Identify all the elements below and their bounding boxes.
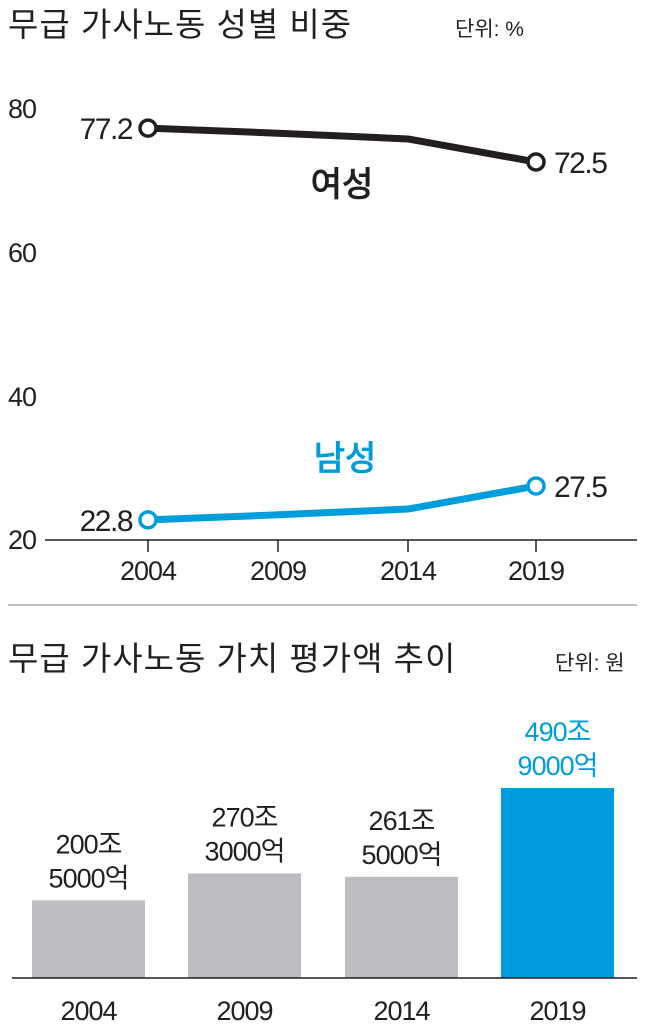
bar-x-ticks: 2004 2009 2014 2019 <box>60 996 586 1024</box>
bar-value-label: 9000억 <box>518 751 598 781</box>
bar <box>501 788 614 978</box>
line-x-ticks: 2004 2009 2014 2019 <box>120 540 565 586</box>
bar-x-tick-label: 2014 <box>373 996 430 1024</box>
bar-value-label: 3000억 <box>205 836 285 866</box>
series-line <box>144 124 540 166</box>
bar-value-label: 200조 <box>56 829 122 859</box>
bar-x-tick-label: 2009 <box>216 996 272 1024</box>
bar-value-label: 5000억 <box>362 840 442 870</box>
bar <box>188 873 301 978</box>
bar <box>32 900 145 978</box>
bar-value-label: 261조 <box>369 806 435 836</box>
line-y-ticks: 80 60 40 20 <box>8 94 37 555</box>
bar-value-label: 5000억 <box>49 863 129 893</box>
y-tick-label: 20 <box>8 525 36 555</box>
bar-chart: 무급 가사노동 가치 평가액 추이 단위: 원 200조 5000억 270조 300… <box>8 640 637 1024</box>
line-chart-title: 무급 가사노동 성별 비중 <box>8 6 352 43</box>
bar <box>345 876 458 978</box>
data-point <box>138 510 158 530</box>
bar-x-tick-label: 2019 <box>529 996 585 1024</box>
y-tick-label: 40 <box>8 382 36 412</box>
line-chart-unit: 단위: % <box>455 18 524 41</box>
y-tick-label: 80 <box>8 94 36 124</box>
data-label: 22.8 <box>80 505 133 538</box>
bar-value-label: 490조 <box>525 717 591 747</box>
line-chart: 무급 가사노동 성별 비중 단위: % 80 60 40 20 2004 2009 201… <box>8 6 637 586</box>
data-label: 77.2 <box>80 113 133 146</box>
series-name: 남성 <box>314 440 377 478</box>
data-label: 72.5 <box>554 147 607 180</box>
bar-x-tick-label: 2004 <box>60 996 117 1024</box>
x-tick-label: 2019 <box>508 556 564 586</box>
data-point <box>138 118 158 138</box>
y-tick-label: 60 <box>8 238 36 268</box>
bar-chart-title: 무급 가사노동 가치 평가액 추이 <box>8 640 456 677</box>
bar-chart-unit: 단위: 원 <box>555 652 625 675</box>
series-name: 여성 <box>311 166 374 204</box>
data-point <box>526 152 546 172</box>
series-line <box>144 482 540 524</box>
bar-value-label: 270조 <box>212 802 278 832</box>
x-tick-label: 2009 <box>250 556 306 586</box>
x-tick-label: 2004 <box>120 556 177 586</box>
data-label: 27.5 <box>554 471 607 504</box>
bar-group: 200조 5000억 270조 3000억 261조 5000억 490조 9000억 <box>32 717 614 978</box>
line-series-group: 77.2 72.5 여성 22.8 27.5 남성 <box>80 113 609 538</box>
x-tick-label: 2014 <box>380 556 437 586</box>
data-point <box>526 476 546 496</box>
